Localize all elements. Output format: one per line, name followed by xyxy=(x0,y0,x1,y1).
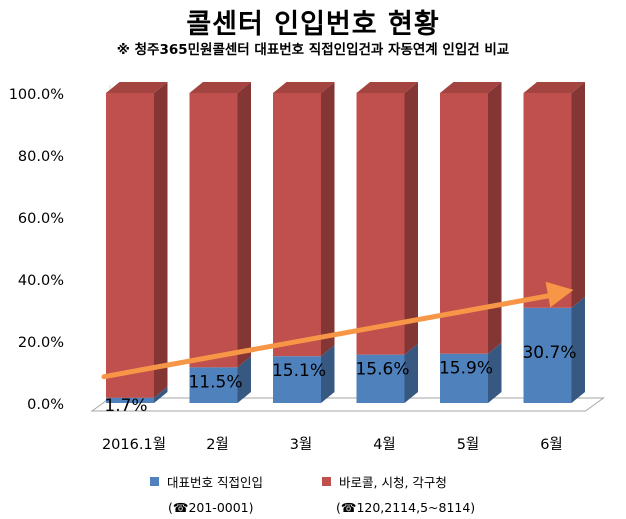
bar-front-linked xyxy=(189,93,238,368)
bar-side-direct xyxy=(321,345,335,403)
bar-front-linked xyxy=(273,93,321,357)
x-tick-label: 6월 xyxy=(540,436,563,453)
legend-label-direct: 대표번호 직접인입 xyxy=(167,475,263,490)
legend-note-linked: (☎120,2114,5~8114) xyxy=(336,500,476,515)
legend-label-linked: 바로콜, 시청, 각구청 xyxy=(339,475,447,490)
data-label: 15.1% xyxy=(272,361,326,381)
bar-side-linked xyxy=(488,81,502,354)
bar-side-linked xyxy=(571,81,585,308)
bar-side-direct xyxy=(237,356,251,403)
y-tick-label: 0.0% xyxy=(27,397,64,413)
bar-front-linked xyxy=(523,93,572,308)
legend-swatch-direct xyxy=(150,477,159,486)
bar-top xyxy=(440,81,502,93)
chart-title: 콜센터 인입번호 현황 xyxy=(186,9,440,40)
trend-arrow-head xyxy=(545,281,574,308)
bar-top xyxy=(189,81,251,93)
bar-side-direct xyxy=(404,343,418,403)
data-label: 15.9% xyxy=(439,359,493,379)
y-tick-label: 40.0% xyxy=(18,273,64,289)
y-tick-label: 100.0% xyxy=(9,87,64,103)
data-label: 30.7% xyxy=(522,343,576,363)
chart-subtitle: ※ 청주365민원콜센터 대표번호 직접인입건과 자동연계 인입건 비교 xyxy=(116,42,510,58)
y-tick-label: 20.0% xyxy=(18,335,64,351)
x-tick-label: 5월 xyxy=(457,436,480,453)
bar-side-direct xyxy=(571,296,585,403)
bar-front-linked xyxy=(356,93,405,355)
legend-note-direct: (☎201-0001) xyxy=(168,500,254,515)
bar-top xyxy=(273,81,335,93)
bar-side-direct xyxy=(488,342,502,403)
y-tick-label: 60.0% xyxy=(18,211,64,227)
trend-arrow-shaft xyxy=(101,291,562,380)
x-tick-label: 2016.1월 xyxy=(102,436,166,453)
bar-top xyxy=(523,81,585,93)
bar-top xyxy=(356,81,418,93)
bar-front-direct xyxy=(189,367,238,403)
x-tick-label: 4월 xyxy=(373,436,396,453)
data-label: 11.5% xyxy=(188,372,242,392)
bar-side-linked xyxy=(237,81,251,368)
bar-front-direct xyxy=(440,353,488,403)
legend-item-direct: 대표번호 직접인입 xyxy=(150,472,263,491)
bar-side-direct xyxy=(154,386,168,403)
bar-top xyxy=(106,81,168,93)
bar-front-direct xyxy=(273,356,321,403)
bar-side-linked xyxy=(321,81,335,357)
legend-swatch-linked xyxy=(322,477,331,486)
bar-front-direct xyxy=(106,397,154,403)
bar-side-linked xyxy=(154,81,168,398)
legend-item-linked: 바로콜, 시청, 각구청 xyxy=(322,472,447,491)
x-tick-label: 3월 xyxy=(290,436,313,453)
data-label: 1.7% xyxy=(104,396,147,416)
bar-front-direct xyxy=(356,354,405,403)
bar-front-linked xyxy=(106,93,154,398)
bar-side-linked xyxy=(404,81,418,355)
data-label: 15.6% xyxy=(355,360,409,380)
y-tick-label: 80.0% xyxy=(18,149,64,165)
bar-front-direct xyxy=(523,307,572,403)
x-tick-label: 2월 xyxy=(206,436,229,453)
